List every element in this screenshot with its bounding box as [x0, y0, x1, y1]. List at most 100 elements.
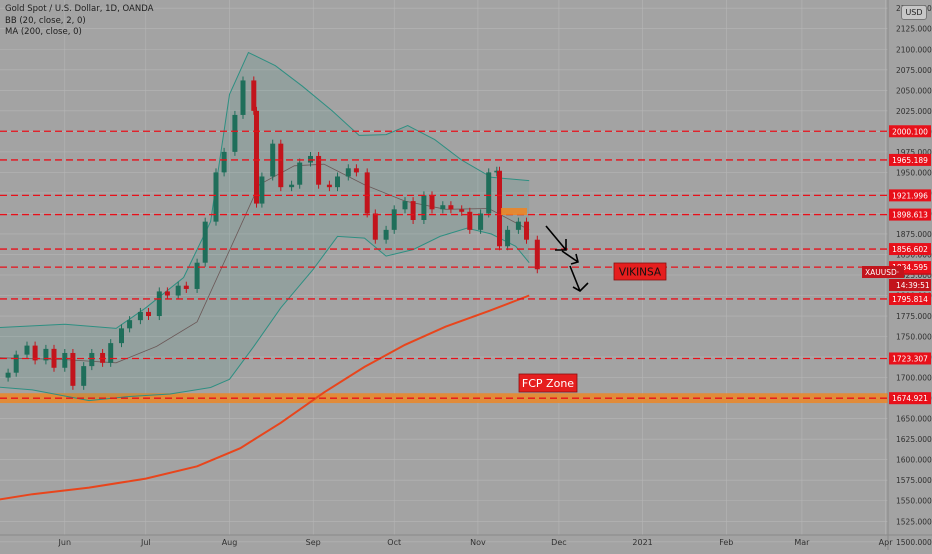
level-label-text: 1723.307: [892, 354, 928, 363]
candle-body: [232, 114, 238, 152]
candle-body: [156, 291, 162, 317]
candle-body: [486, 172, 492, 214]
candle: [62, 348, 68, 372]
level-label-text: 1795.814: [892, 295, 928, 304]
candle-body: [81, 366, 87, 386]
y-tick-label: 1525.000: [896, 517, 932, 526]
bollinger-lower-line: [0, 227, 530, 402]
candle: [32, 341, 38, 365]
candle-body: [24, 345, 30, 355]
candle-body: [534, 239, 540, 270]
arrow-1: [545, 225, 567, 251]
y-tick-label: 1500.000: [896, 538, 932, 547]
candle-body: [478, 213, 484, 230]
candle-body: [440, 205, 446, 210]
level-label-text: 1921.996: [892, 191, 928, 200]
candle: [421, 191, 427, 224]
level-label-bg: [889, 352, 931, 365]
y-tick-label: 2125.000: [896, 25, 932, 34]
bollinger-basis-line: [0, 163, 530, 364]
candle: [202, 217, 208, 267]
candle: [459, 205, 465, 216]
y-tick-label: 2025.000: [896, 107, 932, 116]
candle: [440, 201, 446, 214]
candle-body: [251, 80, 257, 111]
legend-ma[interactable]: MA (200, close, 0): [5, 27, 82, 37]
candle: [391, 205, 397, 234]
candle: [194, 258, 200, 293]
candle: [183, 281, 189, 293]
candle-body: [494, 170, 500, 173]
y-tick-label: 1875.000: [896, 230, 932, 239]
vikinsa-tag: VIKINSA: [613, 262, 667, 281]
candle: [486, 168, 492, 218]
candle-body: [448, 205, 454, 210]
candle: [316, 151, 322, 189]
candle: [448, 201, 454, 214]
candle: [497, 166, 502, 251]
candle: [137, 307, 143, 325]
candle: [515, 217, 521, 234]
candle-body: [119, 328, 124, 344]
level-label-bg: [889, 153, 931, 166]
candle-body: [308, 155, 313, 163]
down-arrows: [545, 225, 589, 292]
level-label: 1723.307: [889, 352, 931, 365]
candle: [13, 350, 19, 377]
y-tick-label: 1700.000: [896, 374, 932, 383]
candle-body: [13, 354, 19, 373]
y-tick-label: 1625.000: [896, 435, 932, 444]
candle-body: [270, 143, 276, 177]
candle: [89, 348, 95, 371]
candle-body: [326, 184, 332, 188]
level-label: 1921.996: [889, 189, 931, 202]
candle: [524, 217, 529, 244]
candle: [308, 151, 313, 167]
y-tick-label: 1575.000: [896, 476, 932, 485]
candle: [505, 225, 511, 251]
candle: [402, 197, 408, 214]
candle-body: [421, 195, 427, 220]
fcp-zone-tag: FCP Zone: [518, 373, 578, 393]
candle: [108, 339, 114, 367]
candle-body: [524, 221, 529, 240]
y-tick-label: 1975.000: [896, 148, 932, 157]
candle-body: [175, 285, 181, 296]
y-tick-label: 1650.000: [896, 415, 932, 424]
currency-badge[interactable]: USD: [901, 5, 927, 20]
level-label-bg: [889, 125, 931, 138]
candle: [289, 180, 295, 192]
y-tick-label: 1600.000: [896, 456, 932, 465]
level-label-text: 1674.921: [892, 394, 928, 403]
candle-body: [202, 221, 208, 263]
countdown-text: 14:39:51: [896, 281, 930, 290]
candle-body: [127, 320, 133, 329]
legend-title[interactable]: Gold Spot / U.S. Dollar, 1D, OANDA: [5, 4, 154, 14]
candle: [5, 368, 11, 382]
candle-body: [51, 348, 57, 368]
candle: [146, 307, 151, 321]
candle-body: [316, 155, 322, 185]
candle: [259, 172, 265, 208]
x-axis[interactable]: Jun Jul Aug Sep Oct Nov Dec 2021 Feb Mar Apr: [58, 538, 894, 547]
legend-bb[interactable]: BB (20, close, 2, 0): [5, 15, 86, 26]
x-tick-label: Nov: [470, 538, 486, 547]
candle-body: [364, 172, 370, 214]
candle: [478, 209, 484, 234]
candle-body: [391, 209, 397, 230]
x-tick-label: Aug: [222, 538, 238, 547]
level-label-text: 1898.613: [892, 211, 928, 220]
candle-body: [43, 348, 49, 361]
y-tick-label: 1825.000: [896, 271, 932, 280]
candle-body: [289, 184, 295, 188]
level-label-bg: [889, 189, 931, 202]
chart-legend: Gold Spot / U.S. Dollar, 1D, OANDA BB (2…: [5, 4, 153, 39]
candle: [127, 316, 133, 333]
candle: [119, 324, 124, 348]
candle-body: [213, 172, 219, 222]
x-tick-label: Apr: [879, 538, 894, 547]
y-tick-label: 2050.000: [896, 86, 932, 95]
y-tick-label: 1950.000: [896, 168, 932, 177]
